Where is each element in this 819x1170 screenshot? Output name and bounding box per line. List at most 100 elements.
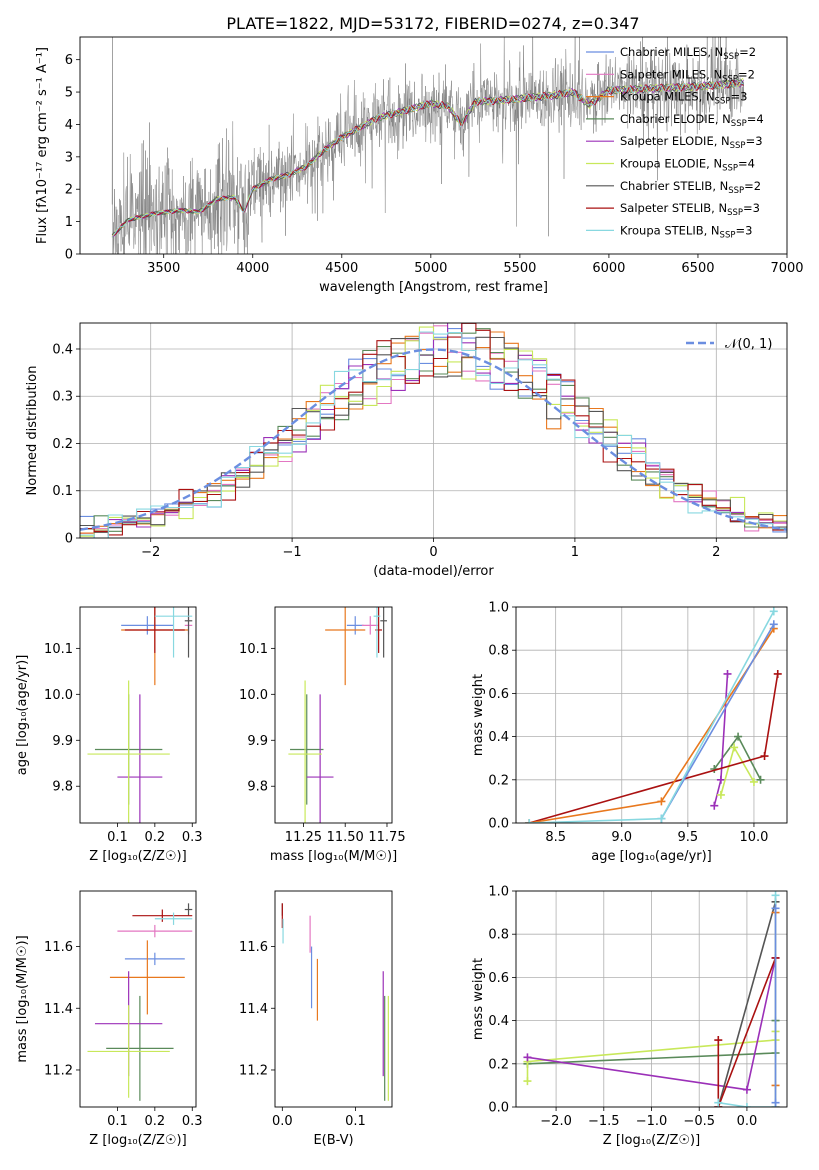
y-tick-label: 0.0 xyxy=(488,1101,509,1116)
axes-spectrum: 3500 4000 4500 5000 5500 6000 6500 7000 0 1 2 3 4 5 6 w… xyxy=(35,36,804,295)
y-tick-label: 10.0 xyxy=(239,688,268,703)
y-tick-label: 11.2 xyxy=(239,1063,268,1078)
y-tick-label: 0.8 xyxy=(488,928,509,943)
y-tick-label: 5 xyxy=(65,86,73,101)
legend-entry: Kroupa ELODIE, NSSP=4 xyxy=(620,157,755,174)
x-tick-label: 6000 xyxy=(592,261,625,276)
legend-entry: Kroupa STELIB, NSSP=3 xyxy=(620,223,752,240)
y-tick-label: 0.6 xyxy=(488,687,509,702)
x-axis-label: Z [log₁₀(Z/Z☉)] xyxy=(603,1133,700,1148)
y-tick-label: 10.1 xyxy=(239,642,268,657)
x-axis-label: E(B-V) xyxy=(313,1133,353,1148)
y-tick-label: 10.1 xyxy=(44,642,73,657)
plot-area-z-age xyxy=(87,607,193,823)
x-tick-label: −1 xyxy=(283,545,302,560)
x-tick-label: 11.25 xyxy=(285,830,322,845)
y-axis-label: Flux [fλ10⁻¹⁷ erg cm⁻² s⁻¹ A⁻¹] xyxy=(35,47,50,244)
weight-marker xyxy=(769,620,778,629)
y-tick-label: 0.4 xyxy=(488,1014,509,1029)
y-tick-label: 4 xyxy=(65,118,73,133)
weight-marker xyxy=(760,752,769,761)
weight-line xyxy=(529,610,775,823)
plot-area-spectrum xyxy=(111,37,745,254)
axes-ebv-mass: 0.0 0.1 11.2 11.4 11.6 E(B-V) xyxy=(239,890,393,1148)
x-tick-label: 0.1 xyxy=(107,830,128,845)
y-tick-label: 0.2 xyxy=(488,773,509,788)
y-tick-label: 0.8 xyxy=(488,644,509,659)
y-tick-label: 3 xyxy=(65,150,73,165)
y-tick-label: 1 xyxy=(65,215,73,230)
y-tick-label: 11.4 xyxy=(239,1002,268,1017)
y-tick-label: 11.6 xyxy=(239,940,268,955)
y-axis-label: mass [log₁₀(M/M☉)] xyxy=(15,935,30,1062)
x-tick-label: 3500 xyxy=(147,261,180,276)
weight-marker xyxy=(723,669,732,678)
weight-marker xyxy=(714,1098,723,1107)
axes-frame xyxy=(79,890,197,1108)
x-tick-label: 7000 xyxy=(770,261,803,276)
weight-marker xyxy=(771,1098,780,1107)
y-tick-label: 11.4 xyxy=(44,1002,73,1017)
y-tick-label: 0.2 xyxy=(52,437,73,452)
x-tick-label: −2.0 xyxy=(540,1114,572,1129)
plot-area-ebv-mass xyxy=(281,903,389,1101)
y-tick-label: 0.2 xyxy=(488,1057,509,1072)
y-tick-label: 9.9 xyxy=(52,734,73,749)
legend-entry: Chabrier MILES, NSSP=2 xyxy=(620,45,756,62)
observed-spectrum-line xyxy=(111,37,745,254)
x-tick-label: 0 xyxy=(429,545,437,560)
plot-area-mass-age xyxy=(288,607,387,823)
x-tick-label: 4000 xyxy=(236,261,269,276)
x-tick-label: 11.75 xyxy=(368,830,405,845)
normal-curve-line xyxy=(80,348,787,531)
y-tick-label: 0.0 xyxy=(488,817,509,832)
y-axis-label: age [log₁₀(age/yr)] xyxy=(15,655,30,776)
y-axis-label: mass weight xyxy=(471,674,486,756)
weight-marker xyxy=(756,775,765,784)
weight-marker xyxy=(771,891,780,900)
weight-marker xyxy=(771,904,780,913)
x-tick-label: 0.0 xyxy=(737,1114,758,1129)
y-tick-label: 9.8 xyxy=(247,780,268,795)
histogram-step-line xyxy=(80,331,787,538)
weight-marker xyxy=(730,743,739,752)
y-tick-label: 0.1 xyxy=(52,484,73,499)
x-axis-label: Z [log₁₀(Z/Z☉)] xyxy=(89,849,186,864)
normal-legend-label: 𝒩(0, 1) xyxy=(725,337,772,352)
weight-marker xyxy=(657,797,666,806)
x-tick-label: 0.3 xyxy=(182,1114,203,1129)
x-tick-label: 6500 xyxy=(681,261,714,276)
x-tick-label: 0.0 xyxy=(272,1114,293,1129)
x-tick-label: −0.5 xyxy=(683,1114,715,1129)
weight-marker xyxy=(716,775,725,784)
axes-z-mass: 0.1 0.2 0.3 11.2 11.4 11.6 Z [log₁₀(Z/Z☉)] mass… xyxy=(15,890,203,1148)
weight-marker xyxy=(769,607,778,616)
y-tick-label: 0.3 xyxy=(52,390,73,405)
axes-z-weight: −2.0 −1.5 −1.0 −0.5 0.0 0.0 0.2 0.4 0.6 0.8 1.0 Z [… xyxy=(471,885,788,1148)
y-axis-label: Normed distribution xyxy=(25,366,40,496)
x-tick-label: −1.0 xyxy=(636,1114,668,1129)
axes-frame xyxy=(79,606,197,824)
y-tick-label: 9.8 xyxy=(52,780,73,795)
legend-entry: Salpeter ELODIE, NSSP=3 xyxy=(620,134,763,151)
x-tick-label: 0.2 xyxy=(144,830,165,845)
weight-marker xyxy=(716,790,725,799)
y-tick-label: 11.2 xyxy=(44,1063,73,1078)
plot-area-age-weight xyxy=(525,607,782,823)
plot-area-residual-hist xyxy=(80,323,787,538)
weight-marker xyxy=(714,1036,723,1045)
x-tick-label: −1.5 xyxy=(588,1114,620,1129)
model-spectrum-line xyxy=(111,77,744,238)
axes-mass-age: 11.25 11.50 11.75 9.8 9.9 10.0 10.1 mass [log₁₀… xyxy=(239,606,406,864)
y-tick-label: 0 xyxy=(65,248,73,263)
weight-marker xyxy=(523,1077,532,1086)
weight-marker xyxy=(749,777,758,786)
weight-marker xyxy=(710,801,719,810)
y-tick-label: 9.9 xyxy=(247,734,268,749)
weight-marker xyxy=(657,814,666,823)
y-tick-label: 1.0 xyxy=(488,885,509,900)
x-tick-label: 4500 xyxy=(325,261,358,276)
x-tick-label: 9.0 xyxy=(611,830,632,845)
x-tick-label: 2 xyxy=(712,545,720,560)
